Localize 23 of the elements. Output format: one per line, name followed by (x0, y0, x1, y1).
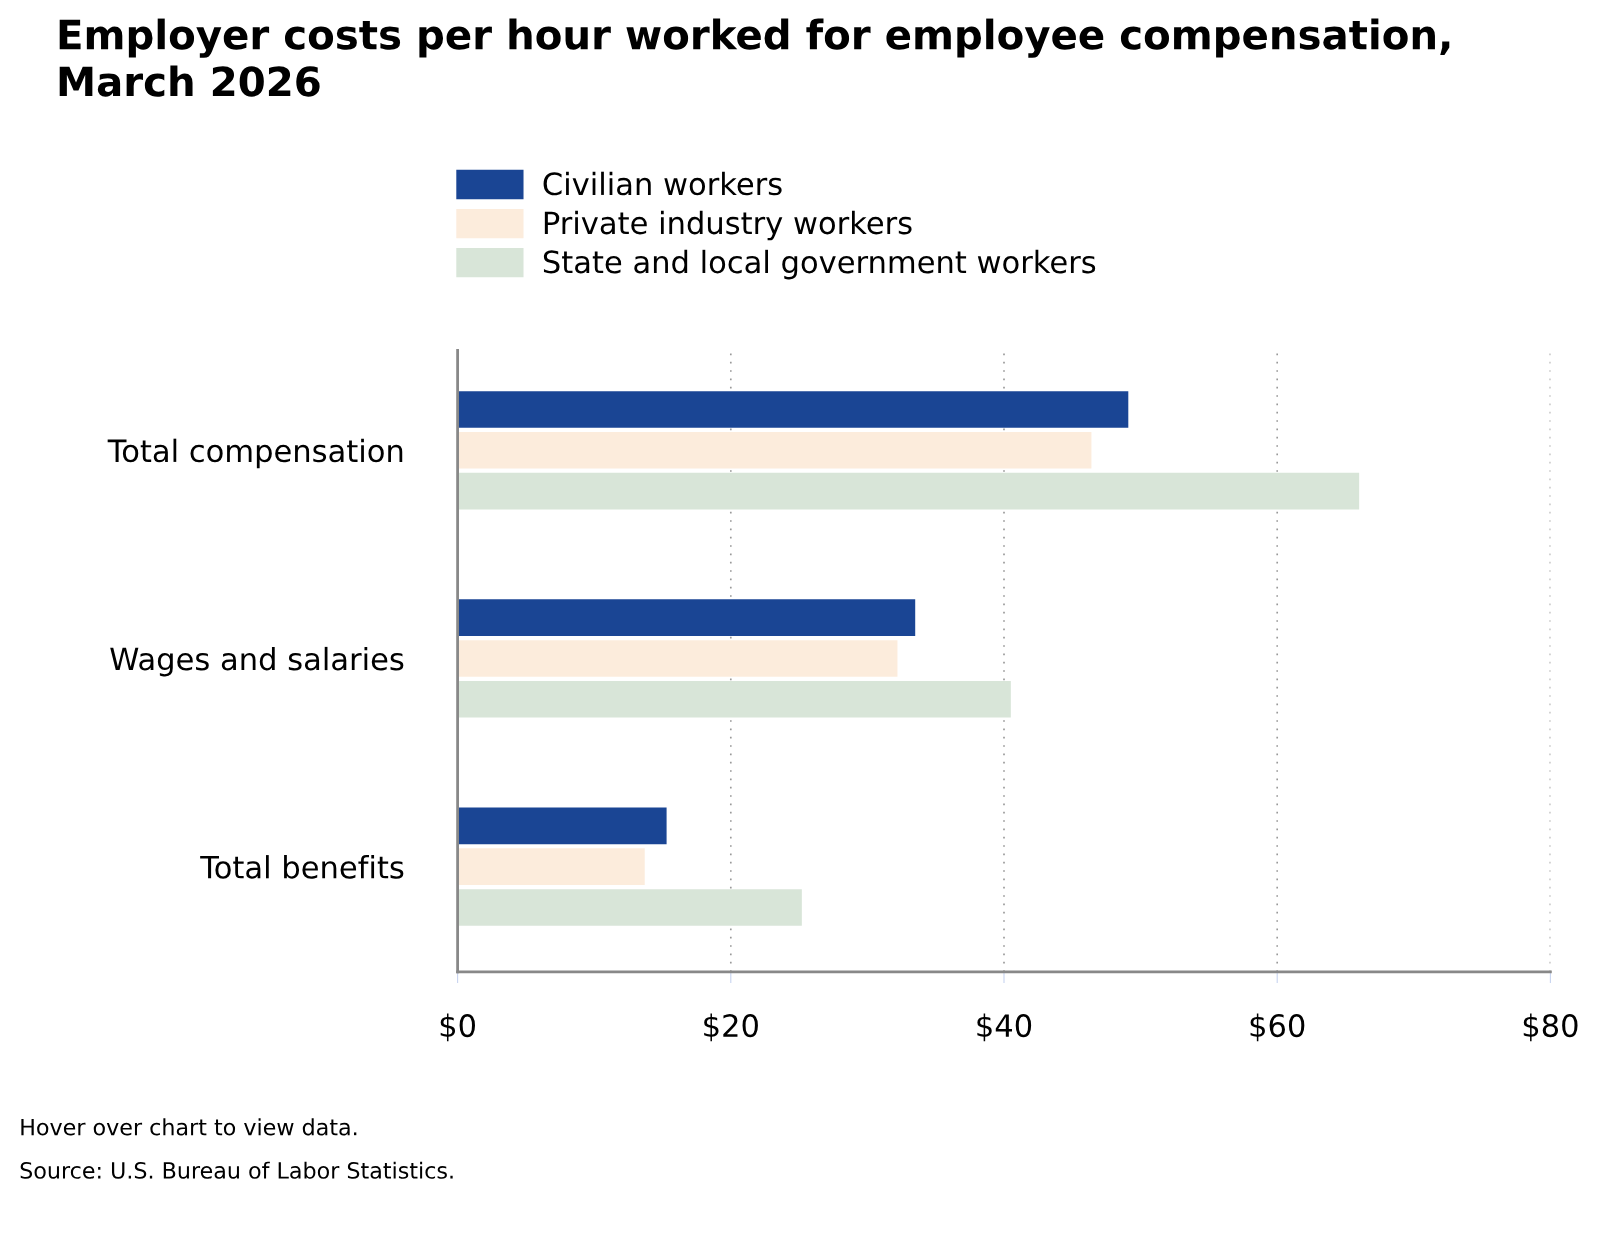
y-tick-label: Total benefits (200, 855, 404, 879)
legend-label: Civilian workers (543, 171, 782, 196)
bar (457, 391, 1129, 428)
x-tick-label: $40 (977, 1013, 1032, 1042)
bar (457, 889, 802, 926)
text: Hover over chart to view data. (21, 1118, 357, 1136)
y-tick-label: Wages and salaries (110, 646, 404, 677)
source-note: Source: U.S. Bureau of Labor Statistics. (20, 1161, 453, 1179)
bar (457, 599, 916, 636)
x-tick-label: $20 (704, 1013, 758, 1042)
bar (457, 848, 645, 886)
y-tick-label: Total compensation (107, 438, 403, 469)
x-tick-label: $80 (1523, 1013, 1578, 1042)
bar (457, 431, 1092, 469)
legend-label: State and local government workers (543, 249, 1096, 280)
bar (457, 680, 1011, 718)
x-tick-label: $0 (440, 1013, 476, 1042)
legend-label: Private industry workers (544, 210, 912, 241)
chart-title: Employer costs per hour worked for employee compensation, March 2026 (59, 18, 1450, 97)
bar (457, 807, 667, 845)
bar (457, 472, 1360, 510)
bar (457, 640, 898, 677)
x-tick-label: $60 (1250, 1013, 1305, 1042)
